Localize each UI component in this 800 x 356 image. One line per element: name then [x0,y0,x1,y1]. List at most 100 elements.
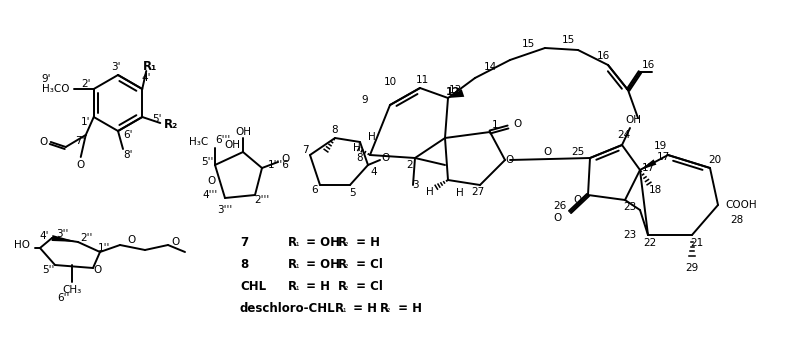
Text: 25: 25 [571,147,585,157]
Text: 4': 4' [39,231,49,241]
Text: 1': 1' [81,117,90,127]
Text: R: R [288,236,297,248]
Text: = H: = H [302,279,330,293]
Text: = OH: = OH [302,236,340,248]
Text: ₂: ₂ [345,240,348,248]
Text: OH: OH [224,140,240,150]
Text: 5'': 5'' [42,265,54,275]
Text: ₁: ₁ [295,283,298,293]
Text: R₁: R₁ [143,61,158,73]
Text: O: O [40,137,48,147]
Text: 3'': 3'' [56,229,68,239]
Text: 16: 16 [596,51,610,61]
Text: 5': 5' [152,114,162,124]
Text: R: R [338,279,347,293]
Text: 28: 28 [730,215,743,225]
Text: 10: 10 [383,77,397,87]
Text: R: R [380,302,389,314]
Text: 18: 18 [648,185,662,195]
Text: 15: 15 [562,35,574,45]
Text: 23: 23 [623,202,637,212]
Text: R: R [288,279,297,293]
Text: 1'''6: 1'''6 [268,160,290,170]
Text: H₃CO: H₃CO [42,84,70,94]
Text: 21: 21 [690,238,704,248]
Text: CHL: CHL [240,279,266,293]
Text: O: O [128,235,136,245]
Polygon shape [448,89,464,98]
Text: 4''': 4''' [202,190,218,200]
Text: R: R [338,257,347,271]
Text: 6: 6 [312,185,318,195]
Text: O: O [506,155,514,165]
Text: = Cl: = Cl [352,279,383,293]
Text: R: R [335,302,344,314]
Text: 4': 4' [142,73,151,83]
Text: 9: 9 [362,95,368,105]
Text: O: O [574,195,582,205]
Text: O: O [208,177,216,187]
Text: 14: 14 [483,62,497,72]
Text: = OH: = OH [302,257,340,271]
Text: OH: OH [625,115,641,125]
Text: 8: 8 [357,153,363,163]
Text: 7: 7 [302,145,308,155]
Text: 6''': 6''' [215,135,230,145]
Text: 11: 11 [415,75,429,85]
Text: 23: 23 [623,230,637,240]
Text: HO: HO [14,240,30,250]
Text: 5: 5 [349,188,355,198]
Text: 13: 13 [448,85,462,95]
Text: 3''': 3''' [218,205,233,215]
Text: R: R [338,236,347,248]
Text: = H: = H [394,302,422,314]
Text: 12: 12 [446,87,460,97]
Text: 2': 2' [81,79,90,89]
Text: H: H [456,188,464,198]
Text: ₁: ₁ [342,305,346,314]
Text: 27: 27 [471,187,485,197]
Text: = Cl: = Cl [352,257,383,271]
Text: O: O [554,213,562,223]
Text: 7': 7' [75,136,85,146]
Text: 29: 29 [686,263,698,273]
Text: deschloro-CHL: deschloro-CHL [240,302,336,314]
Text: O: O [544,147,552,157]
Polygon shape [640,159,657,170]
Text: 6': 6' [123,130,133,140]
Text: O: O [514,119,522,129]
Text: 3: 3 [412,180,418,190]
Text: 3': 3' [111,62,121,72]
Text: 26: 26 [554,201,566,211]
Text: 2''': 2''' [254,195,270,205]
Text: ₁: ₁ [295,240,298,248]
Text: ₂: ₂ [345,283,348,293]
Text: 8: 8 [332,125,338,135]
Text: 19: 19 [654,141,666,151]
Text: ₁: ₁ [295,262,298,271]
Text: 20: 20 [709,155,722,165]
Text: 4: 4 [370,167,378,177]
Text: 9': 9' [41,74,50,84]
Text: 1'': 1'' [98,243,110,253]
Text: ₂: ₂ [387,305,390,314]
Text: 2'': 2'' [80,233,92,243]
Text: 2: 2 [406,160,414,170]
Text: H: H [426,187,434,197]
Text: ₂: ₂ [345,262,348,271]
Text: 6'': 6'' [57,293,69,303]
Text: 8': 8' [123,150,133,160]
Text: 17: 17 [642,163,654,173]
Polygon shape [51,235,78,242]
Text: CH₃: CH₃ [62,285,82,295]
Text: O: O [77,160,85,170]
Text: 8: 8 [240,257,248,271]
Text: OH: OH [235,127,251,137]
Text: 7: 7 [240,236,248,248]
Text: O: O [171,237,179,247]
Text: O: O [281,154,289,164]
Text: H: H [353,143,361,153]
Text: 15: 15 [522,39,534,49]
Text: 16: 16 [642,60,654,70]
Text: 24: 24 [618,130,630,140]
